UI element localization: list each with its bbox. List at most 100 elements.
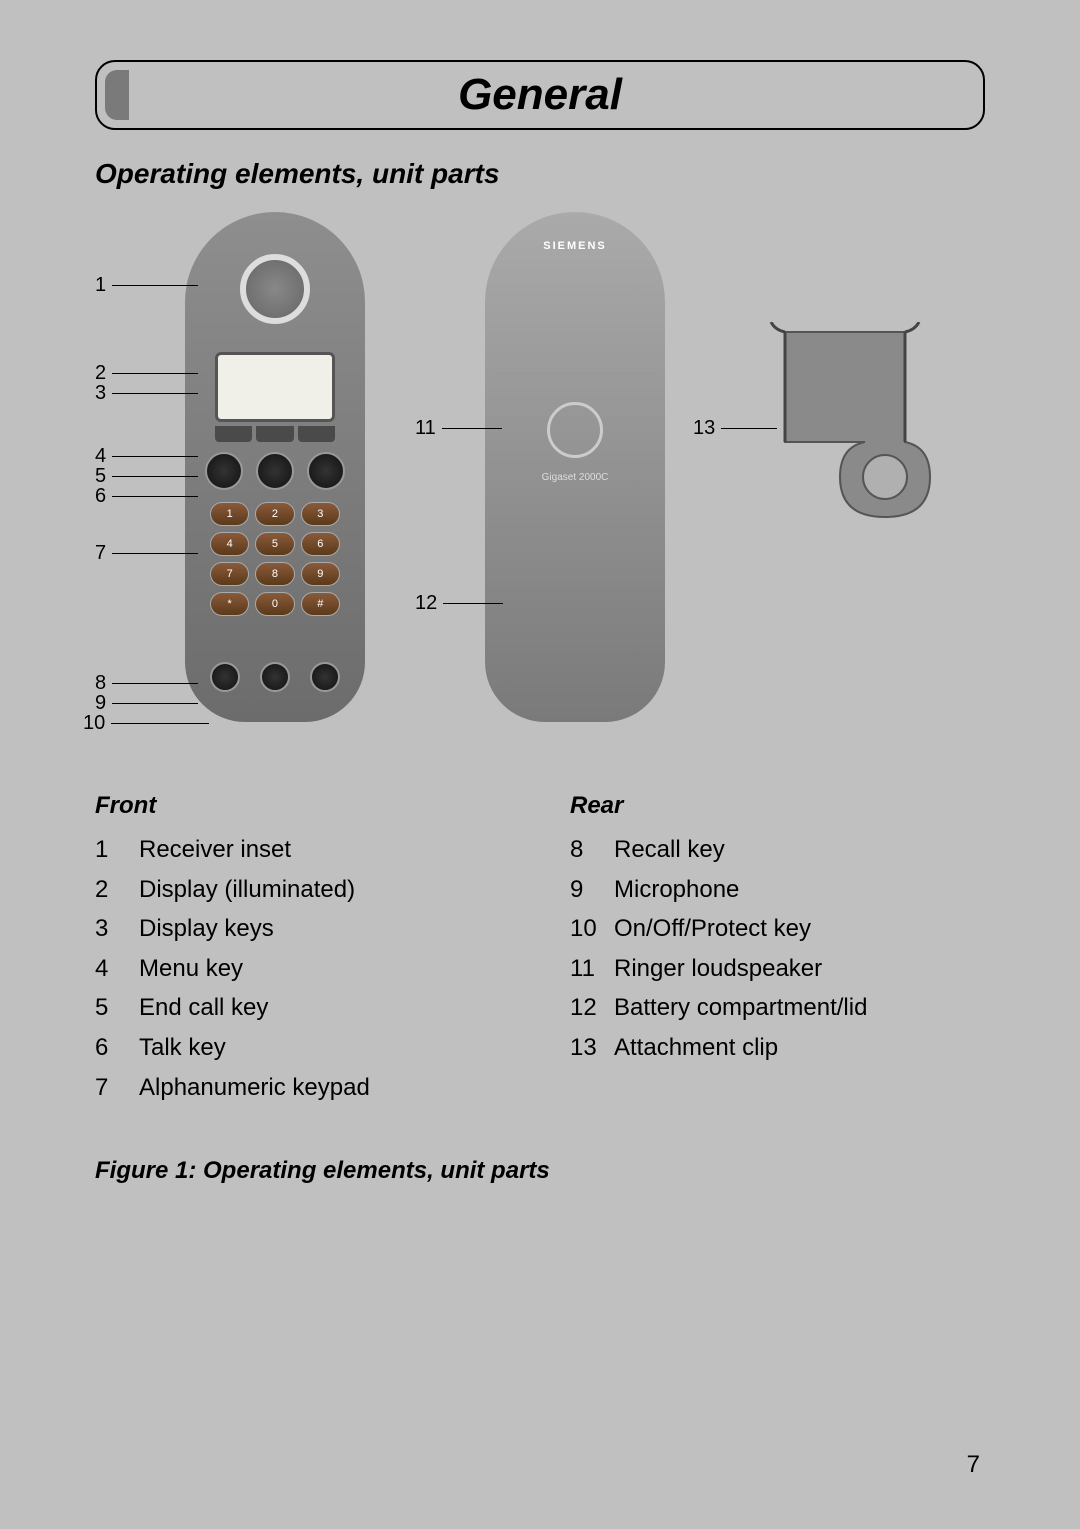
parts-lists: Front 1Receiver inset2Display (illuminat… xyxy=(95,792,985,1107)
list-item-label: Microphone xyxy=(614,870,739,910)
list-item-number: 13 xyxy=(570,1028,614,1068)
keypad-key: 9 xyxy=(301,562,340,586)
callout-line xyxy=(112,285,198,286)
front-list-column: Front 1Receiver inset2Display (illuminat… xyxy=(95,792,510,1107)
list-item-number: 1 xyxy=(95,830,139,870)
callout-label: 12 xyxy=(415,592,509,615)
callout-label: 11 xyxy=(415,417,508,440)
receiver-inset-icon xyxy=(240,254,310,324)
callout-number: 6 xyxy=(95,485,106,508)
talk-key-icon xyxy=(307,452,345,490)
rear-list-row: 10On/Off/Protect key xyxy=(570,909,985,949)
front-list-row: 5End call key xyxy=(95,988,510,1028)
keypad-key: 8 xyxy=(255,562,294,586)
callout-line xyxy=(112,683,198,684)
callout-line xyxy=(443,603,503,604)
list-item-label: Display keys xyxy=(139,909,274,949)
callout-line xyxy=(112,373,198,374)
list-item-number: 10 xyxy=(570,909,614,949)
list-item-label: Recall key xyxy=(614,830,725,870)
diagram-area: 123456789*0# SIEMENS Gigaset 2000C xyxy=(95,212,985,752)
list-item-number: 9 xyxy=(570,870,614,910)
rear-list-row: 9Microphone xyxy=(570,870,985,910)
keypad-key: * xyxy=(210,592,249,616)
keypad-key: 4 xyxy=(210,532,249,556)
keypad-key: 6 xyxy=(301,532,340,556)
list-item-label: On/Off/Protect key xyxy=(614,909,811,949)
callout-label: 6 xyxy=(95,485,204,508)
keypad-key: 2 xyxy=(255,502,294,526)
front-list-heading: Front xyxy=(95,792,510,820)
handset-rear-illustration: SIEMENS Gigaset 2000C xyxy=(485,212,665,722)
menu-key-icon xyxy=(205,452,243,490)
list-item-number: 3 xyxy=(95,909,139,949)
callout-label: 10 xyxy=(83,712,215,735)
list-item-label: Ringer loudspeaker xyxy=(614,949,822,989)
rear-list-heading: Rear xyxy=(570,792,985,820)
front-list-row: 4Menu key xyxy=(95,949,510,989)
page-title: General xyxy=(458,70,622,120)
handset-front-illustration: 123 456 789 *0 # xyxy=(185,212,365,722)
keypad-key: 3 xyxy=(301,502,340,526)
callout-line xyxy=(112,553,198,554)
end-call-key-icon xyxy=(256,452,294,490)
list-item-label: Display (illuminated) xyxy=(139,870,355,910)
callout-line xyxy=(442,428,502,429)
list-item-number: 5 xyxy=(95,988,139,1028)
front-list-row: 2Display (illuminated) xyxy=(95,870,510,910)
list-item-number: 7 xyxy=(95,1068,139,1108)
callout-label: 1 xyxy=(95,274,204,297)
front-list-row: 1Receiver inset xyxy=(95,830,510,870)
list-item-number: 2 xyxy=(95,870,139,910)
list-item-label: Attachment clip xyxy=(614,1028,778,1068)
page-number: 7 xyxy=(967,1451,980,1479)
callout-label: 3 xyxy=(95,382,204,405)
callout-number: 13 xyxy=(693,417,715,440)
list-item-number: 11 xyxy=(570,949,614,989)
rear-list-row: 13Attachment clip xyxy=(570,1028,985,1068)
callout-line xyxy=(112,456,198,457)
figure-caption: Figure 1: Operating elements, unit parts xyxy=(95,1157,985,1185)
callout-number: 12 xyxy=(415,592,437,615)
list-item-number: 8 xyxy=(570,830,614,870)
list-item-number: 4 xyxy=(95,949,139,989)
callout-number: 11 xyxy=(415,417,436,440)
callout-number: 1 xyxy=(95,274,106,297)
front-list-row: 3Display keys xyxy=(95,909,510,949)
battery-lid-icon xyxy=(495,372,655,712)
keypad-key: 0 xyxy=(255,592,294,616)
front-list-row: 6Talk key xyxy=(95,1028,510,1068)
microphone-icon xyxy=(260,662,290,692)
keypad-key: 5 xyxy=(255,532,294,556)
callout-label: 7 xyxy=(95,542,204,565)
list-item-label: Battery compartment/lid xyxy=(614,988,867,1028)
callout-line xyxy=(112,476,198,477)
list-item-label: Menu key xyxy=(139,949,243,989)
display-keys-icon xyxy=(215,426,335,442)
section-subtitle: Operating elements, unit parts xyxy=(95,158,985,190)
keypad-key: 7 xyxy=(210,562,249,586)
on-off-key-icon xyxy=(310,662,340,692)
callout-number: 7 xyxy=(95,542,106,565)
list-item-label: Alphanumeric keypad xyxy=(139,1068,370,1108)
bottom-keys-row xyxy=(210,662,340,692)
keypad-key: 1 xyxy=(210,502,249,526)
callout-line xyxy=(112,496,198,497)
list-item-label: End call key xyxy=(139,988,268,1028)
callout-line xyxy=(721,428,777,429)
rear-list-row: 12Battery compartment/lid xyxy=(570,988,985,1028)
function-keys-row xyxy=(205,452,345,490)
brand-label: SIEMENS xyxy=(543,240,607,252)
callout-line xyxy=(112,703,198,704)
list-item-number: 12 xyxy=(570,988,614,1028)
list-item-number: 6 xyxy=(95,1028,139,1068)
display-icon xyxy=(215,352,335,422)
list-item-label: Talk key xyxy=(139,1028,226,1068)
recall-key-icon xyxy=(210,662,240,692)
callout-number: 3 xyxy=(95,382,106,405)
rear-list-row: 8Recall key xyxy=(570,830,985,870)
alphanumeric-keypad: 123 456 789 *0 # xyxy=(210,502,340,616)
callout-number: 10 xyxy=(83,712,105,735)
callout-line xyxy=(111,723,209,724)
keypad-key: # xyxy=(301,592,340,616)
